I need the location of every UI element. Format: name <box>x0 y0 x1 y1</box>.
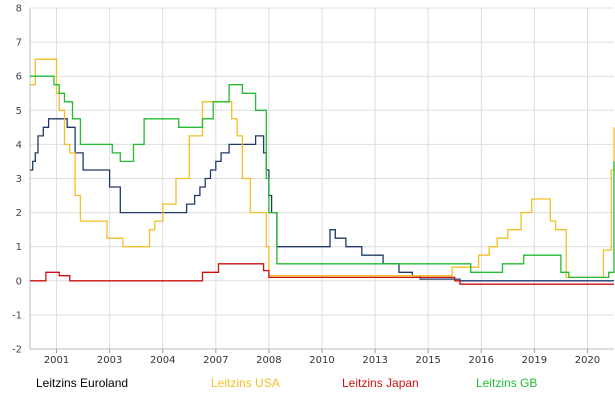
x-tick-label: 2001 <box>44 355 69 366</box>
x-tick-label: 2007 <box>203 355 228 366</box>
y-tick-label: -1 <box>12 310 22 321</box>
x-tick-label: 2013 <box>362 355 387 366</box>
x-tick-label: 2004 <box>150 355 175 366</box>
x-tick-label: 2019 <box>522 355 547 366</box>
series-line-leitzins-usa <box>30 58 615 279</box>
y-tick-label: 4 <box>16 140 22 151</box>
y-tick-label: 8 <box>16 4 22 15</box>
legend-item-japan[interactable]: Leitzins Japan <box>342 376 419 390</box>
legend-item-euroland[interactable]: Leitzins Euroland <box>36 376 129 390</box>
y-tick-label: 0 <box>16 276 22 287</box>
x-tick-label: 2010 <box>309 355 334 366</box>
y-tick-label: 7 <box>16 38 22 49</box>
y-tick-label: -2 <box>12 345 22 356</box>
y-tick-label: 1 <box>16 242 22 253</box>
y-tick-label: 6 <box>16 72 22 83</box>
legend-item-gb[interactable]: Leitzins GB <box>476 376 538 390</box>
legend-item-usa[interactable]: Leitzins USA <box>211 376 280 390</box>
x-tick-label: 2008 <box>256 355 281 366</box>
x-tick-label: 2016 <box>469 355 494 366</box>
x-tick-label: 2020 <box>575 355 600 366</box>
x-tick-label: 2003 <box>97 355 122 366</box>
x-tick-label: 2015 <box>415 355 440 366</box>
grid <box>30 7 614 350</box>
series-line-leitzins-euroland <box>30 118 614 282</box>
y-tick-label: 3 <box>16 174 22 185</box>
series-lines <box>30 58 615 285</box>
y-tick-label: 2 <box>16 208 22 219</box>
series-line-leitzins-japan <box>30 263 614 285</box>
y-tick-label: 5 <box>16 106 22 117</box>
axes: -2 -1 0 1 2 3 4 5 6 7 8 2001 2003 2004 2007 2008 2010 201… <box>12 4 614 366</box>
series-line-leitzins-gb <box>30 75 615 279</box>
